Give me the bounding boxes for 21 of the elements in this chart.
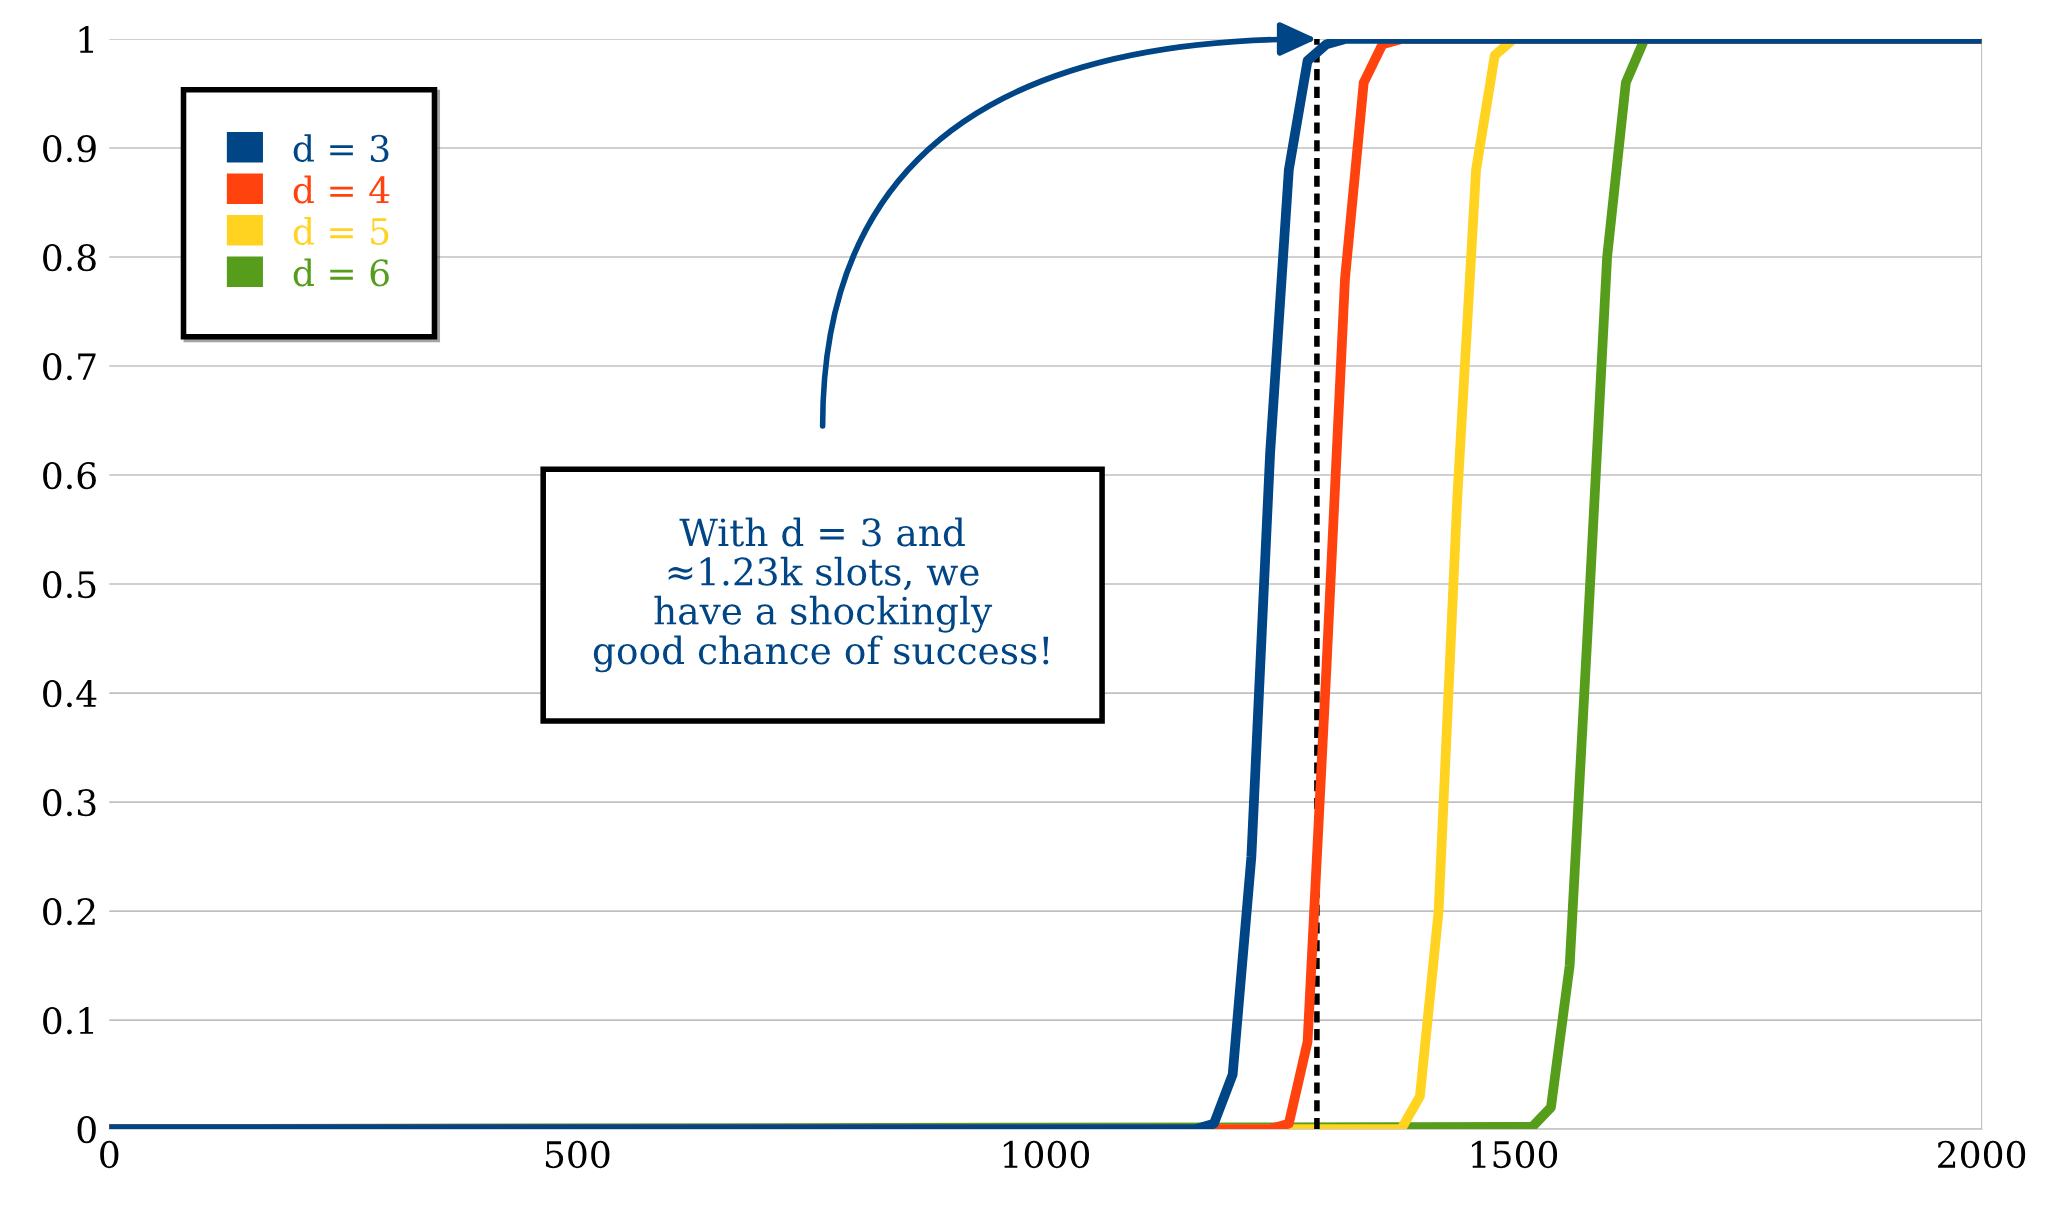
y-tick-label: 0.4 bbox=[43, 679, 97, 708]
y-tick-label: 0.9 bbox=[43, 134, 96, 163]
legend-label: d = 3 bbox=[293, 134, 389, 163]
y-tick-label: 0.6 bbox=[43, 461, 96, 490]
y-tick-label: 0.8 bbox=[43, 243, 96, 272]
x-tick-label: 500 bbox=[545, 1140, 610, 1169]
legend-label: d = 5 bbox=[293, 217, 389, 246]
x-tick-label: 1500 bbox=[1471, 1140, 1558, 1169]
legend-label: d = 4 bbox=[293, 175, 390, 204]
y-tick-label: 0.1 bbox=[43, 1006, 94, 1035]
y-tick-label: 0.5 bbox=[43, 570, 96, 599]
y-tick-label: 0.7 bbox=[43, 352, 96, 381]
x-tick-label: 1000 bbox=[1003, 1140, 1089, 1169]
y-tick-label: 1 bbox=[79, 25, 94, 53]
y-tick-label: 0 bbox=[77, 1116, 96, 1144]
y-tick-label: 0.3 bbox=[43, 788, 96, 817]
x-tick-label: 0 bbox=[100, 1140, 119, 1169]
x-tick-label: 2000 bbox=[1938, 1140, 2026, 1169]
annotation: With d = 3 and ≈1.23k slots, we have a shockingly good chance of success! bbox=[593, 517, 1049, 673]
y-tick-label: 0.2 bbox=[43, 897, 95, 926]
legend-label: d = 6 bbox=[293, 258, 389, 287]
